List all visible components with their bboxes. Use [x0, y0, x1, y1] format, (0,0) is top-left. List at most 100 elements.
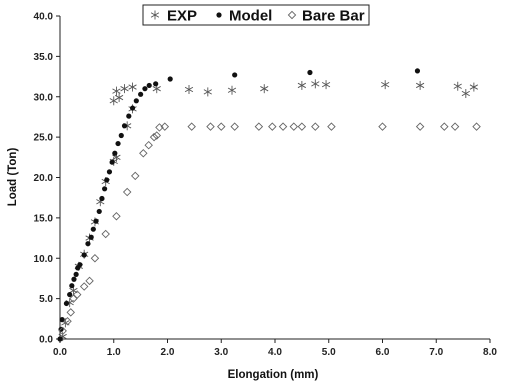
data-point: [112, 86, 121, 96]
data-point: [73, 271, 79, 277]
data-point: [153, 81, 159, 87]
data-point: [109, 159, 115, 165]
data-point: [469, 82, 479, 92]
data-point: [104, 177, 110, 183]
data-point: [93, 218, 99, 224]
data-point: [112, 212, 121, 221]
data-point: [96, 208, 102, 215]
data-point: [450, 122, 460, 131]
data-point: [112, 150, 118, 156]
data-point: [85, 241, 91, 247]
y-tick-label: 15.0: [34, 213, 54, 224]
data-point: [144, 140, 153, 150]
x-axis-ticks: 0.0 1.0 2.0 3.0 4.0 5.0 6.0 7.0 8.0: [53, 339, 497, 358]
data-point: [152, 131, 161, 140]
legend-label: EXP: [167, 8, 197, 25]
y-axis-ticks: 0.0 5.0 10.0 15.0 20.0 25.0 30.0 35.0 40.0: [34, 12, 60, 346]
data-point: [118, 132, 124, 139]
data-point: [381, 80, 390, 90]
data-point: [415, 122, 425, 131]
y-tick-label: 30.0: [34, 92, 54, 103]
data-point: [101, 229, 110, 239]
data-point: [133, 98, 139, 104]
data-point: [63, 316, 72, 326]
data-point: [90, 254, 100, 263]
data-point: [69, 283, 75, 289]
data-point: [203, 87, 212, 97]
data-point: [131, 171, 140, 181]
data-point: [461, 89, 470, 99]
data-point: [106, 169, 113, 175]
x-tick-label: 4.0: [268, 347, 282, 358]
data-point: [278, 122, 288, 131]
data-point: [66, 308, 75, 317]
data-point: [307, 69, 313, 76]
data-point: [114, 93, 124, 103]
data-point: [254, 122, 264, 131]
y-tick-label: 10.0: [34, 254, 54, 265]
data-point: [415, 80, 425, 90]
data-point: [184, 84, 194, 94]
data-point: [138, 91, 144, 97]
legend-item: Model: [216, 8, 272, 25]
legend-box: [142, 4, 370, 26]
data-point: [99, 195, 105, 202]
x-tick-label: 2.0: [161, 347, 175, 358]
y-tick-label: 35.0: [34, 52, 54, 63]
data-point: [440, 122, 449, 131]
x-tick-label: 5.0: [322, 347, 336, 358]
chart-marks: [57, 68, 481, 342]
data-point: [311, 79, 320, 89]
data-point: [85, 276, 94, 286]
data-point: [129, 105, 136, 111]
data-point: [160, 122, 170, 131]
data-point: [268, 122, 277, 131]
legend: EXP Model Bare Bar: [142, 4, 370, 26]
data-point: [227, 85, 237, 95]
y-tick-label: 25.0: [34, 133, 54, 144]
y-axis-label: Load (Ton): [7, 148, 19, 207]
data-point: [88, 234, 94, 240]
x-tick-label: 0.0: [53, 347, 67, 358]
legend-item: EXP: [150, 8, 197, 25]
y-tick-label: 0.0: [39, 335, 53, 346]
data-point: [453, 81, 462, 91]
x-tick-label: 6.0: [376, 347, 390, 358]
y-tick-label: 40.0: [34, 12, 54, 23]
data-point: [414, 68, 421, 74]
data-point: [321, 80, 331, 90]
data-point: [206, 122, 215, 131]
chart-axes: [59, 16, 490, 340]
data-point: [472, 122, 481, 131]
legend-marker: [150, 10, 160, 20]
x-tick-label: 7.0: [429, 347, 443, 358]
data-point: [121, 123, 128, 129]
data-point: [77, 262, 83, 268]
data-point: [102, 186, 108, 192]
data-point: [109, 96, 118, 106]
y-tick-label: 5.0: [39, 294, 53, 305]
x-axis-label: Elongation (mm): [228, 369, 319, 381]
data-point: [142, 86, 148, 92]
y-tick-label: 20.0: [34, 173, 54, 184]
legend-marker: [216, 12, 222, 18]
data-point: [67, 291, 73, 298]
data-point: [122, 187, 132, 197]
data-point: [146, 82, 152, 89]
data-point: [311, 122, 320, 131]
series-exp: [58, 79, 479, 342]
data-point: [167, 76, 173, 82]
data-point: [126, 113, 132, 119]
data-point: [71, 276, 77, 282]
data-point: [72, 290, 82, 299]
x-tick-label: 3.0: [214, 347, 228, 358]
data-point: [57, 336, 63, 342]
series-bare-bar: [58, 122, 481, 336]
data-point: [139, 149, 148, 158]
legend-label: Bare Bar: [302, 8, 365, 25]
data-point: [90, 226, 96, 232]
data-point: [297, 122, 307, 131]
data-point: [59, 317, 65, 323]
data-point: [297, 80, 307, 90]
